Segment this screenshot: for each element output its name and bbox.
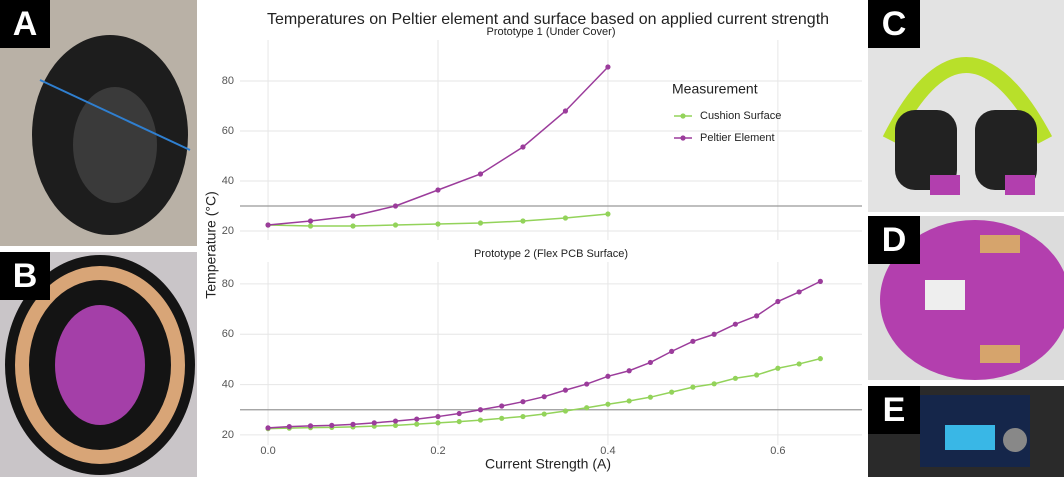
data-point (563, 215, 568, 220)
data-point (520, 144, 525, 149)
data-point (712, 332, 717, 337)
panel-label: E (883, 391, 906, 429)
y-tick-label: 20 (222, 429, 234, 441)
data-point (350, 213, 355, 218)
data-point (648, 360, 653, 365)
data-point (435, 187, 440, 192)
x-tick-label: 0.2 (430, 445, 445, 457)
series-line (268, 281, 820, 428)
data-point (563, 108, 568, 113)
data-point (287, 424, 292, 429)
data-point (627, 398, 632, 403)
legend-label: Cushion Surface (700, 110, 781, 122)
legend-swatch (680, 113, 685, 118)
y-axis-title: Temperature (°C) (203, 191, 219, 299)
x-tick-label: 0.0 (260, 445, 275, 457)
panel-label: B (13, 257, 38, 295)
y-tick-label: 60 (222, 328, 234, 340)
data-point (393, 203, 398, 208)
y-tick-label: 80 (222, 278, 234, 290)
panel-label: C (882, 5, 907, 43)
data-point (478, 220, 483, 225)
y-tick-label: 40 (222, 378, 234, 390)
panel-title: Prototype 2 (Flex PCB Surface) (474, 248, 628, 260)
panel-title: Prototype 1 (Under Cover) (487, 26, 616, 38)
data-point (733, 322, 738, 327)
data-point (669, 390, 674, 395)
data-point (265, 222, 270, 227)
data-point (712, 381, 717, 386)
data-point (350, 422, 355, 427)
data-point (563, 388, 568, 393)
data-point (563, 408, 568, 413)
data-point (329, 423, 334, 428)
data-point (308, 223, 313, 228)
figure: A B C D E Temperatures on Pe (0, 0, 1064, 477)
data-point (308, 423, 313, 428)
data-point (350, 223, 355, 228)
data-point (393, 418, 398, 423)
data-point (372, 420, 377, 425)
data-point (690, 339, 695, 344)
photo-e: E (868, 386, 1064, 477)
data-point (775, 299, 780, 304)
data-point (818, 279, 823, 284)
data-point (457, 411, 462, 416)
photo-c: C (868, 0, 1064, 212)
data-point (520, 399, 525, 404)
x-tick-label: 0.6 (770, 445, 785, 457)
x-axis-title: Current Strength (A) (485, 456, 611, 472)
data-point (499, 416, 504, 421)
photo-a: A (0, 0, 197, 246)
data-point (797, 289, 802, 294)
data-point (648, 395, 653, 400)
data-point (499, 403, 504, 408)
data-point (542, 394, 547, 399)
x-tick-label: 0.4 (600, 445, 615, 457)
panel-label: D (882, 221, 907, 259)
data-point (414, 416, 419, 421)
data-point (414, 422, 419, 427)
data-point (457, 419, 462, 424)
data-point (797, 361, 802, 366)
data-point (393, 222, 398, 227)
data-point (478, 171, 483, 176)
data-point (754, 313, 759, 318)
data-point (669, 349, 674, 354)
data-point (435, 414, 440, 419)
data-point (435, 221, 440, 226)
data-point (627, 368, 632, 373)
data-point (733, 376, 738, 381)
data-point (520, 218, 525, 223)
data-point (478, 407, 483, 412)
data-point (308, 218, 313, 223)
legend-label: Peltier Element (700, 132, 775, 144)
legend-swatch (680, 135, 685, 140)
photo-b: B (0, 252, 197, 477)
data-point (520, 414, 525, 419)
y-tick-label: 20 (222, 225, 234, 237)
panel-label: A (13, 5, 38, 43)
data-point (478, 417, 483, 422)
legend-title: Measurement (672, 81, 758, 97)
data-point (265, 425, 270, 430)
data-point (435, 420, 440, 425)
data-point (754, 372, 759, 377)
data-point (584, 405, 589, 410)
data-point (605, 374, 610, 379)
data-point (690, 385, 695, 390)
data-point (605, 211, 610, 216)
y-tick-label: 60 (222, 125, 234, 137)
data-point (605, 402, 610, 407)
photo-d: D (868, 216, 1064, 380)
y-tick-label: 40 (222, 175, 234, 187)
data-point (775, 366, 780, 371)
data-point (605, 64, 610, 69)
data-point (818, 356, 823, 361)
data-point (542, 411, 547, 416)
series-line (268, 359, 820, 429)
y-tick-label: 80 (222, 75, 234, 87)
data-point (584, 381, 589, 386)
